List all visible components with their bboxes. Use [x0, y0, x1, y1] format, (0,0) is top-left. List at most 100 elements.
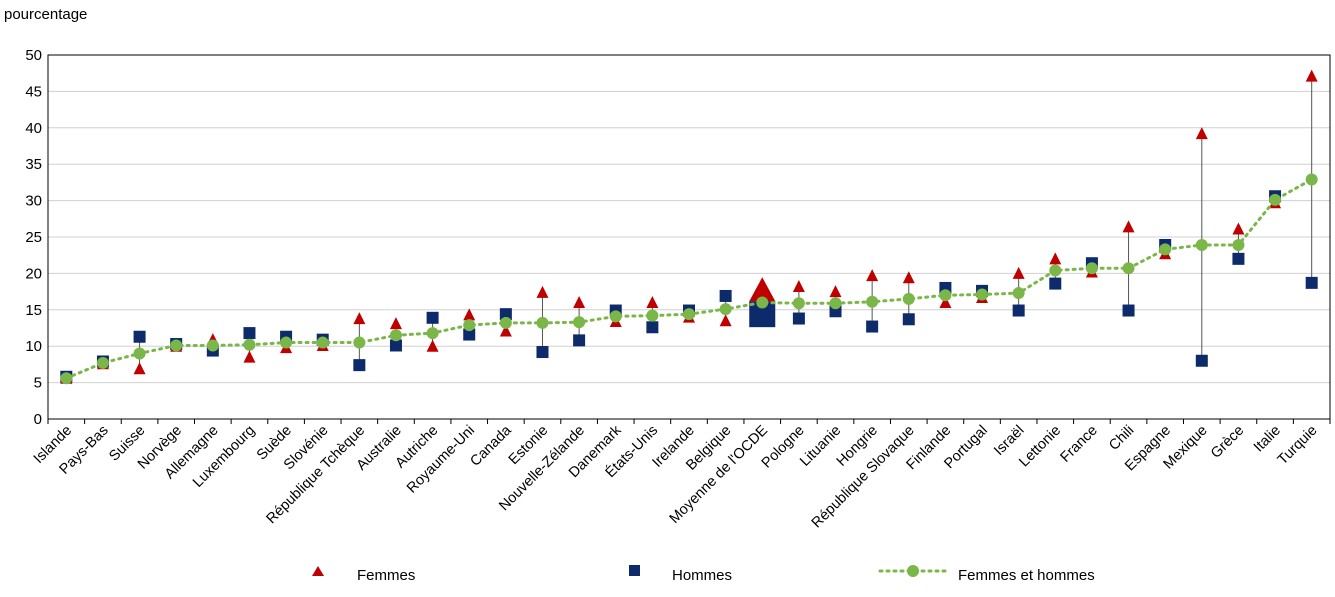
- hommes-point: [573, 334, 586, 347]
- total-point: [1049, 264, 1062, 277]
- total-point: [756, 296, 769, 309]
- x-category-label: France: [1058, 423, 1101, 466]
- hommes-point: [1049, 277, 1062, 290]
- hommes-point: [1012, 304, 1025, 317]
- x-category-label: Grèce: [1208, 423, 1247, 462]
- hommes-point: [133, 330, 146, 343]
- total-point: [389, 329, 402, 342]
- total-point: [499, 316, 512, 329]
- y-tick-label: 35: [25, 156, 42, 173]
- hommes-point: [1305, 276, 1318, 289]
- total-point: [1122, 262, 1135, 275]
- total-point: [426, 327, 439, 340]
- legend-total-label: Femmes et hommes: [958, 567, 1095, 584]
- femmes-point: [902, 271, 915, 284]
- femmes-point: [133, 362, 146, 375]
- hommes-point: [353, 359, 366, 372]
- femmes-point: [1305, 69, 1318, 82]
- femmes-point: [1195, 127, 1208, 140]
- femmes-point: [866, 269, 879, 282]
- y-tick-label: 15: [25, 302, 42, 319]
- hommes-point: [719, 289, 732, 302]
- hommes-point: [792, 312, 805, 325]
- total-point: [133, 347, 146, 360]
- total-point: [829, 297, 842, 310]
- legend-total-marker: [907, 565, 919, 577]
- total-point: [1159, 243, 1172, 256]
- total-point: [536, 316, 549, 329]
- y-tick-label: 45: [25, 83, 42, 100]
- y-tick-label: 30: [25, 193, 42, 210]
- femmes-point: [463, 308, 476, 321]
- total-point: [683, 308, 695, 321]
- total-point: [792, 297, 805, 310]
- x-category-label: Turquie: [1275, 423, 1321, 469]
- total-point: [280, 336, 293, 349]
- legend-hommes-label: Hommes: [672, 567, 732, 584]
- total-point: [1195, 239, 1208, 252]
- hommes-point: [499, 308, 512, 321]
- total-point: [719, 303, 732, 316]
- femmes-point: [536, 285, 549, 298]
- total-point: [902, 292, 915, 305]
- femmes-point: [646, 296, 659, 309]
- femmes-point: [1232, 222, 1245, 235]
- legend-hommes-marker: [629, 565, 640, 576]
- hommes-point: [902, 313, 915, 326]
- y-tick-label: 0: [34, 411, 42, 428]
- total-point: [243, 338, 256, 351]
- total-point: [609, 310, 622, 323]
- femmes-point: [1012, 266, 1025, 279]
- hommes-point: [463, 328, 476, 341]
- femmes-point: [426, 339, 439, 352]
- total-point: [96, 356, 109, 369]
- total-point: [976, 288, 989, 301]
- x-category-label: Chili: [1106, 423, 1137, 454]
- femmes-point: [1122, 220, 1135, 233]
- hommes-point: [536, 346, 549, 359]
- y-tick-label: 5: [34, 375, 42, 392]
- total-point: [866, 295, 879, 308]
- legend-femmes-marker: [312, 566, 324, 576]
- femmes-point: [792, 280, 805, 293]
- x-category-label: Canada: [467, 422, 515, 470]
- total-point: [206, 339, 219, 352]
- total-point: [646, 309, 659, 322]
- femmes-point: [749, 277, 776, 302]
- femmes-point: [829, 285, 842, 298]
- total-point: [1305, 173, 1318, 186]
- total-point: [1232, 239, 1245, 252]
- hommes-point: [389, 339, 402, 352]
- total-point: [1085, 262, 1098, 275]
- hommes-point: [1122, 304, 1135, 317]
- total-point: [939, 289, 952, 302]
- y-axis-label: pourcentage: [4, 6, 88, 23]
- femmes-point: [243, 350, 256, 363]
- x-category-label: Italie: [1251, 423, 1284, 456]
- femmes-point: [353, 312, 366, 325]
- hommes-point: [243, 327, 256, 340]
- y-tick-label: 20: [25, 265, 42, 282]
- femmes-point: [499, 324, 512, 337]
- y-tick-label: 40: [25, 120, 42, 137]
- hommes-point: [426, 311, 439, 324]
- hommes-point: [866, 320, 879, 333]
- plot-area: [47, 54, 1331, 420]
- hommes-point: [1195, 354, 1208, 367]
- x-category-label: Lettonie: [1016, 423, 1064, 471]
- total-point: [1269, 193, 1282, 206]
- legend-femmes-label: Femmes: [357, 567, 415, 584]
- total-point: [60, 372, 73, 385]
- y-tick-label: 10: [25, 338, 42, 355]
- femmes-point: [939, 296, 952, 309]
- femmes-point: [573, 296, 586, 309]
- total-point: [573, 316, 586, 329]
- total-point: [170, 339, 183, 352]
- femmes-point: [1049, 252, 1062, 265]
- hommes-point: [646, 321, 659, 334]
- total-point: [316, 336, 329, 349]
- total-point: [1012, 287, 1025, 300]
- total-point: [463, 319, 476, 332]
- y-tick-label: 25: [25, 229, 42, 246]
